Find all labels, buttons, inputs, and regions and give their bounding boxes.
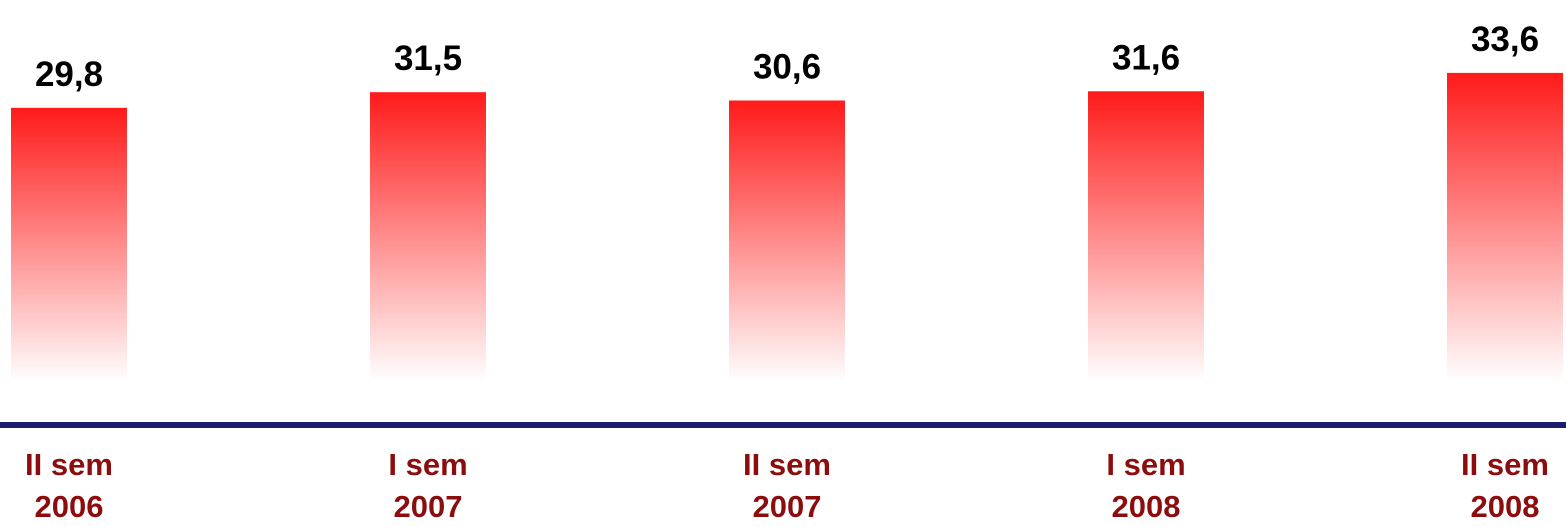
- bar: [1088, 91, 1204, 382]
- value-label: 29,8: [35, 55, 103, 94]
- x-tick-label: I sem 2007: [388, 447, 468, 524]
- value-label: 31,6: [1112, 38, 1180, 77]
- value-label: 31,5: [394, 39, 462, 78]
- x-tick-label: I sem 2008: [1106, 447, 1186, 524]
- x-tick-label: II sem 2007: [743, 447, 831, 524]
- axis-line: [0, 422, 1566, 428]
- value-label: 30,6: [753, 47, 821, 86]
- x-tick-label: II sem 2008: [1461, 447, 1549, 524]
- bar: [11, 107, 127, 382]
- x-tick-label: II sem 2006: [25, 447, 113, 524]
- bar: [1447, 72, 1563, 382]
- bar: [370, 92, 486, 382]
- value-label: 33,6: [1471, 20, 1539, 59]
- bar: [729, 100, 845, 382]
